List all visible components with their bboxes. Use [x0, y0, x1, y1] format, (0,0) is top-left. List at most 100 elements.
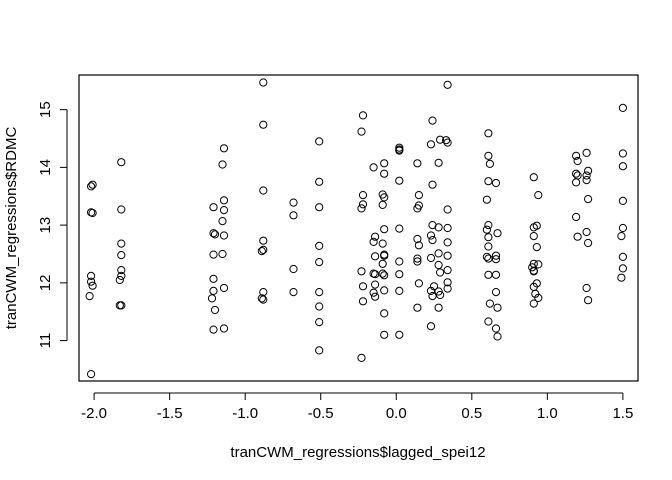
data-point [618, 103, 628, 113]
data-point [413, 303, 422, 312]
data-point [395, 146, 404, 155]
data-point [380, 309, 389, 318]
data-point [484, 317, 493, 326]
data-point [219, 283, 229, 293]
data-point [259, 78, 268, 87]
data-point [529, 173, 538, 182]
data-point [484, 233, 493, 242]
plot-frame [78, 74, 639, 382]
data-point [88, 281, 97, 290]
y-axis: 11 12 13 14 15 [37, 101, 68, 348]
data-point [484, 254, 493, 263]
data-point [414, 279, 423, 288]
data-point [218, 249, 227, 259]
data-point [117, 205, 126, 214]
x-axis: -2.0 -1.5 -1.0 -0.5 0.0 0.5 1.0 1.5 [81, 392, 633, 422]
data-point [380, 193, 389, 202]
data-point [443, 205, 452, 214]
data-point [209, 286, 218, 295]
data-point [219, 324, 229, 333]
data-point [426, 231, 436, 240]
data-point [115, 275, 124, 285]
x-tick-label: -1.5 [157, 405, 183, 422]
data-point [357, 267, 366, 276]
data-point [584, 238, 593, 248]
data-point [413, 257, 422, 266]
data-point [534, 260, 543, 269]
data-point [491, 324, 501, 333]
data-point [491, 288, 501, 297]
data-point [491, 270, 501, 279]
data-point [380, 286, 389, 295]
data-point [413, 254, 422, 263]
data-point [259, 295, 268, 304]
data-point [380, 159, 389, 168]
data-point [315, 177, 324, 186]
data-point [572, 151, 581, 160]
data-point [485, 159, 494, 168]
data-point [85, 292, 94, 301]
data-point [573, 156, 582, 166]
data-point [117, 158, 126, 167]
data-points [85, 78, 628, 379]
data-point [618, 223, 628, 233]
data-point [210, 230, 220, 239]
data-point [582, 148, 591, 157]
y-tick-label: 15 [37, 101, 54, 118]
data-point [426, 140, 436, 149]
data-point [426, 253, 436, 263]
data-point [434, 260, 443, 270]
data-point [443, 278, 452, 287]
data-point [395, 286, 404, 295]
data-point [259, 120, 268, 129]
data-point [482, 252, 491, 261]
data-point [315, 346, 324, 355]
data-point [358, 191, 368, 200]
data-point [572, 178, 581, 187]
x-axis-label: tranCWM_regressions$lagged_spei12 [230, 444, 485, 461]
data-point [618, 196, 628, 205]
data-point [443, 251, 452, 260]
data-point [117, 271, 126, 280]
data-point [443, 266, 452, 275]
data-point [207, 294, 217, 303]
data-point [378, 200, 387, 209]
data-point [572, 212, 581, 222]
data-point [584, 166, 593, 175]
data-point [493, 303, 502, 312]
data-point [436, 135, 445, 144]
data-point [378, 259, 387, 268]
data-point [491, 251, 501, 260]
data-point [484, 129, 493, 138]
data-point [434, 303, 443, 312]
x-tick-label: -2.0 [81, 405, 107, 422]
data-point [357, 127, 366, 136]
data-point [315, 302, 324, 311]
data-point [87, 277, 96, 286]
data-point [358, 200, 368, 209]
data-point [395, 257, 404, 266]
x-tick-label: -0.5 [308, 405, 334, 422]
data-point [428, 116, 437, 125]
data-point [429, 282, 439, 291]
data-point [443, 223, 452, 233]
data-point [378, 269, 387, 278]
data-point [378, 239, 387, 248]
data-point [117, 266, 126, 275]
data-point [534, 293, 543, 302]
data-point [315, 203, 324, 212]
data-point [369, 163, 378, 172]
data-point [618, 149, 628, 158]
y-axis-label: tranCWM_regressions$RDMC [3, 127, 20, 330]
data-point [357, 204, 366, 213]
data-point [414, 191, 423, 200]
data-point [209, 229, 218, 238]
data-point [584, 296, 593, 305]
data-point [380, 169, 389, 178]
data-point [529, 267, 538, 276]
data-point [443, 284, 452, 293]
data-point [371, 232, 380, 241]
data-point [582, 227, 591, 237]
data-point [358, 297, 368, 306]
